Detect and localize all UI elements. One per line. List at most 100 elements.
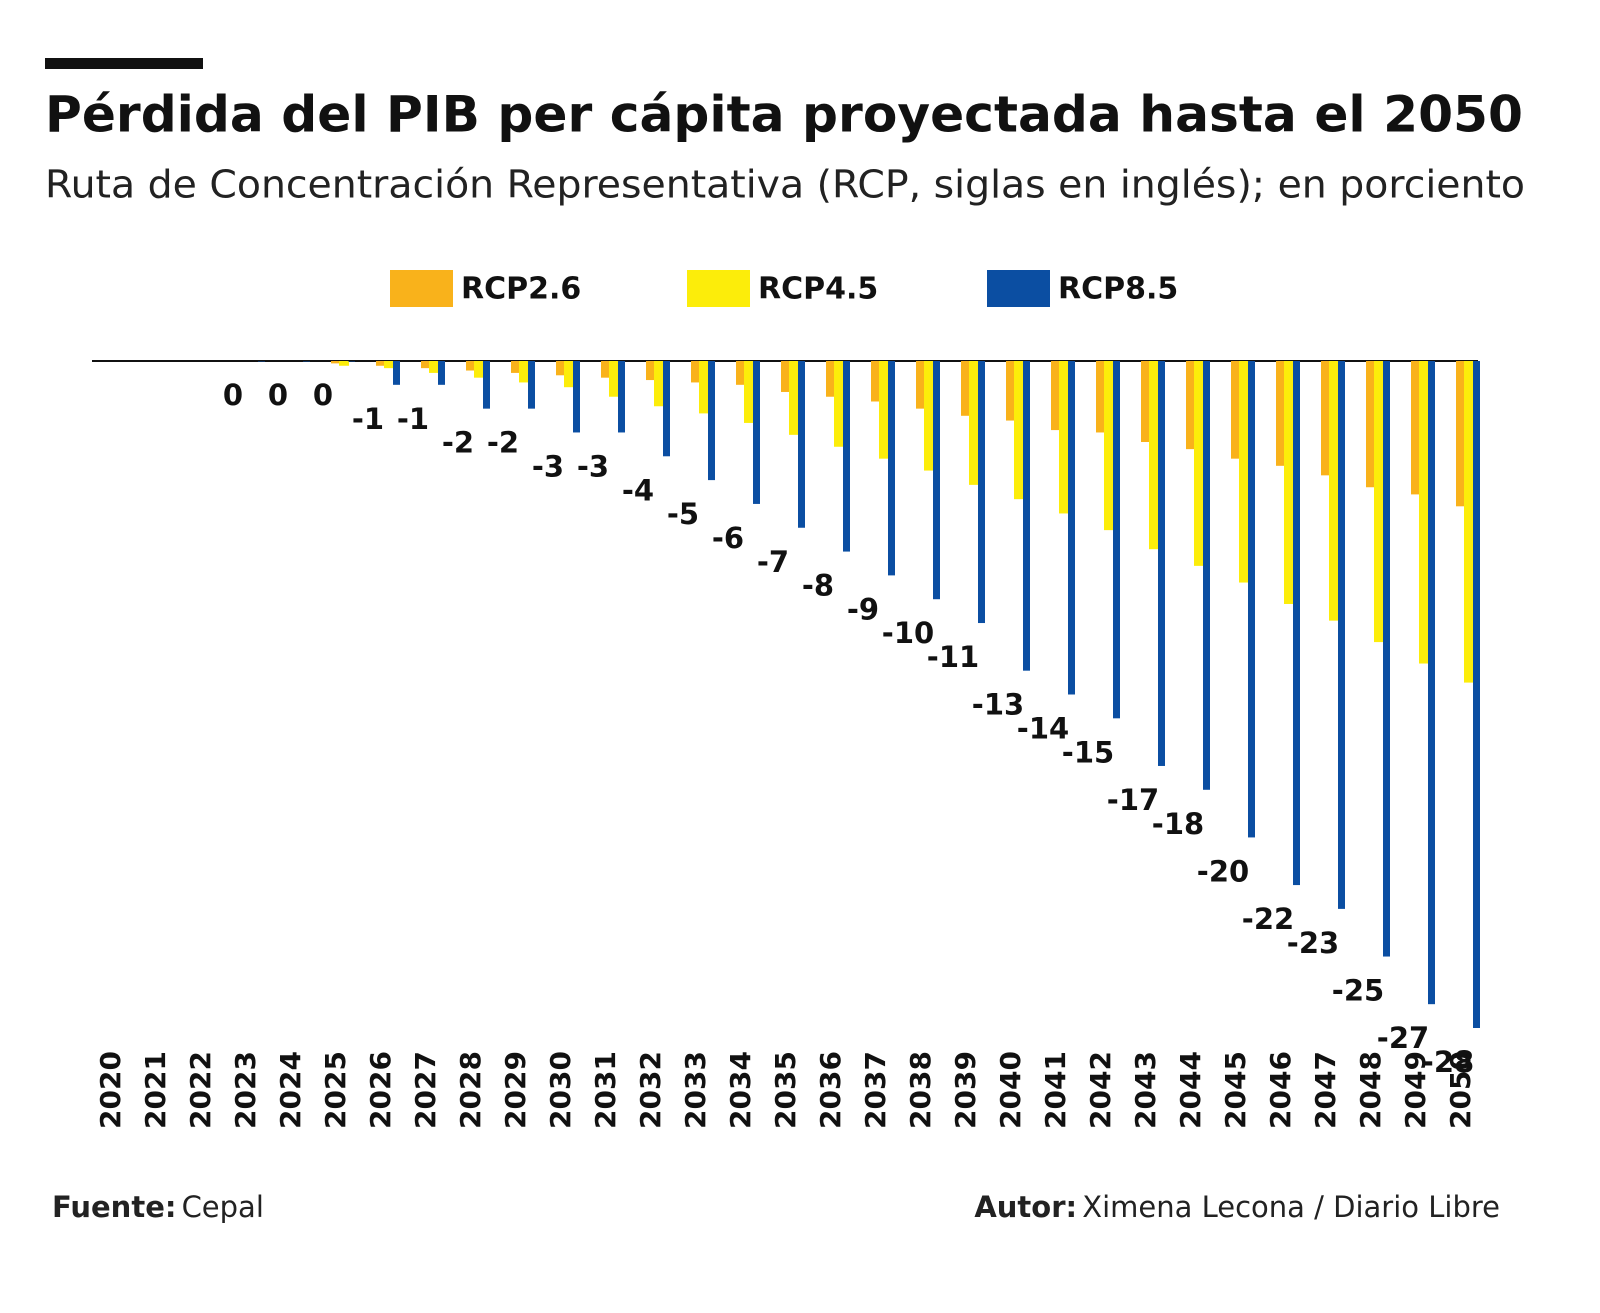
value-label: -8 <box>802 569 834 603</box>
value-label: -20 <box>1197 854 1249 888</box>
bar <box>916 361 926 409</box>
source-label: Fuente: <box>52 1190 176 1224</box>
bar <box>1203 361 1210 790</box>
bar <box>393 361 400 385</box>
bar <box>1023 361 1030 671</box>
bar <box>1006 361 1016 421</box>
bar <box>1104 361 1114 531</box>
x-tick-label: 2030 <box>544 1051 577 1129</box>
bar <box>646 361 656 381</box>
chart-subtitle: Ruta de Concentración Representativa (RC… <box>45 163 1525 207</box>
bar <box>924 361 934 471</box>
x-tick-label: 2041 <box>1039 1051 1072 1129</box>
bar <box>699 361 709 414</box>
x-tick-label: 2022 <box>184 1051 217 1129</box>
author: Ximena Lecona / Diario Libre <box>1082 1190 1500 1224</box>
value-label: -4 <box>622 473 654 507</box>
bar <box>888 361 895 576</box>
x-tick-label: 2031 <box>589 1051 622 1129</box>
x-tick-label: 2029 <box>499 1051 532 1129</box>
value-label: -9 <box>847 592 879 626</box>
bar <box>348 361 355 362</box>
bar <box>1321 361 1331 476</box>
bar <box>556 361 566 376</box>
bar <box>843 361 850 552</box>
bar <box>736 361 746 385</box>
bar <box>1194 361 1204 566</box>
bar <box>826 361 836 397</box>
bar <box>1158 361 1165 766</box>
value-label: -25 <box>1332 974 1384 1008</box>
bar <box>1338 361 1345 909</box>
x-tick-label: 2025 <box>319 1051 352 1129</box>
x-tick-label: 2048 <box>1354 1051 1387 1129</box>
x-tick-label: 2027 <box>409 1051 442 1129</box>
bar <box>438 361 445 385</box>
bar <box>429 361 439 373</box>
value-label: -13 <box>972 688 1024 722</box>
bar <box>708 361 715 481</box>
bar <box>339 361 349 366</box>
bar <box>1141 361 1151 442</box>
x-tick-label: 2050 <box>1444 1051 1477 1129</box>
value-label: -10 <box>882 616 934 650</box>
x-tick-label: 2046 <box>1264 1051 1297 1129</box>
bar <box>1068 361 1075 695</box>
value-label: -18 <box>1152 807 1204 841</box>
x-tick-label: 2036 <box>814 1051 847 1129</box>
bar <box>933 361 940 600</box>
x-tick-label: 2045 <box>1219 1051 1252 1129</box>
bar <box>969 361 979 485</box>
bar <box>1411 361 1421 495</box>
value-label: -3 <box>577 449 609 483</box>
x-tick-label: 2021 <box>139 1051 172 1129</box>
bar <box>1186 361 1196 450</box>
bar <box>961 361 971 416</box>
legend-label: RCP2.6 <box>461 272 581 307</box>
legend-swatch <box>987 270 1050 307</box>
footer-author: Autor: Ximena Lecona / Diario Libre <box>974 1190 1500 1224</box>
value-label: -7 <box>757 545 789 579</box>
bar <box>978 361 985 624</box>
value-label: -27 <box>1377 1021 1429 1055</box>
value-label: -2 <box>487 426 519 460</box>
bar <box>1284 361 1294 604</box>
footer-source: Fuente: Cepal <box>52 1190 264 1224</box>
bar <box>1096 361 1106 433</box>
source: Cepal <box>182 1190 264 1224</box>
x-tick-label: 2037 <box>859 1051 892 1129</box>
bar <box>303 361 310 362</box>
value-label: -5 <box>667 497 699 531</box>
bar <box>1419 361 1429 664</box>
bar <box>384 361 394 369</box>
bar <box>376 361 386 366</box>
value-label: -3 <box>532 449 564 483</box>
x-tick-label: 2023 <box>229 1051 262 1129</box>
bar <box>1366 361 1376 488</box>
bar <box>753 361 760 504</box>
bar <box>1149 361 1159 550</box>
legend-label: RCP8.5 <box>1058 272 1178 307</box>
bar <box>1329 361 1339 621</box>
bar <box>466 361 476 371</box>
x-tick-label: 2024 <box>274 1051 307 1129</box>
bar <box>744 361 754 423</box>
value-label: -28 <box>1422 1045 1474 1079</box>
bar <box>331 361 341 364</box>
legend-swatch <box>390 270 453 307</box>
bar <box>1383 361 1390 957</box>
bar <box>879 361 889 459</box>
bar <box>654 361 664 407</box>
x-tick-label: 2049 <box>1399 1051 1432 1129</box>
bar <box>573 361 580 433</box>
value-label: -23 <box>1287 926 1339 960</box>
x-tick-label: 2043 <box>1129 1051 1162 1129</box>
bar <box>1059 361 1069 514</box>
bar <box>601 361 611 378</box>
bar <box>1276 361 1286 466</box>
value-label: -1 <box>352 402 384 436</box>
x-tick-label: 2033 <box>679 1051 712 1129</box>
value-label: -11 <box>927 640 979 674</box>
legend-swatch <box>687 270 750 307</box>
bar <box>609 361 619 397</box>
